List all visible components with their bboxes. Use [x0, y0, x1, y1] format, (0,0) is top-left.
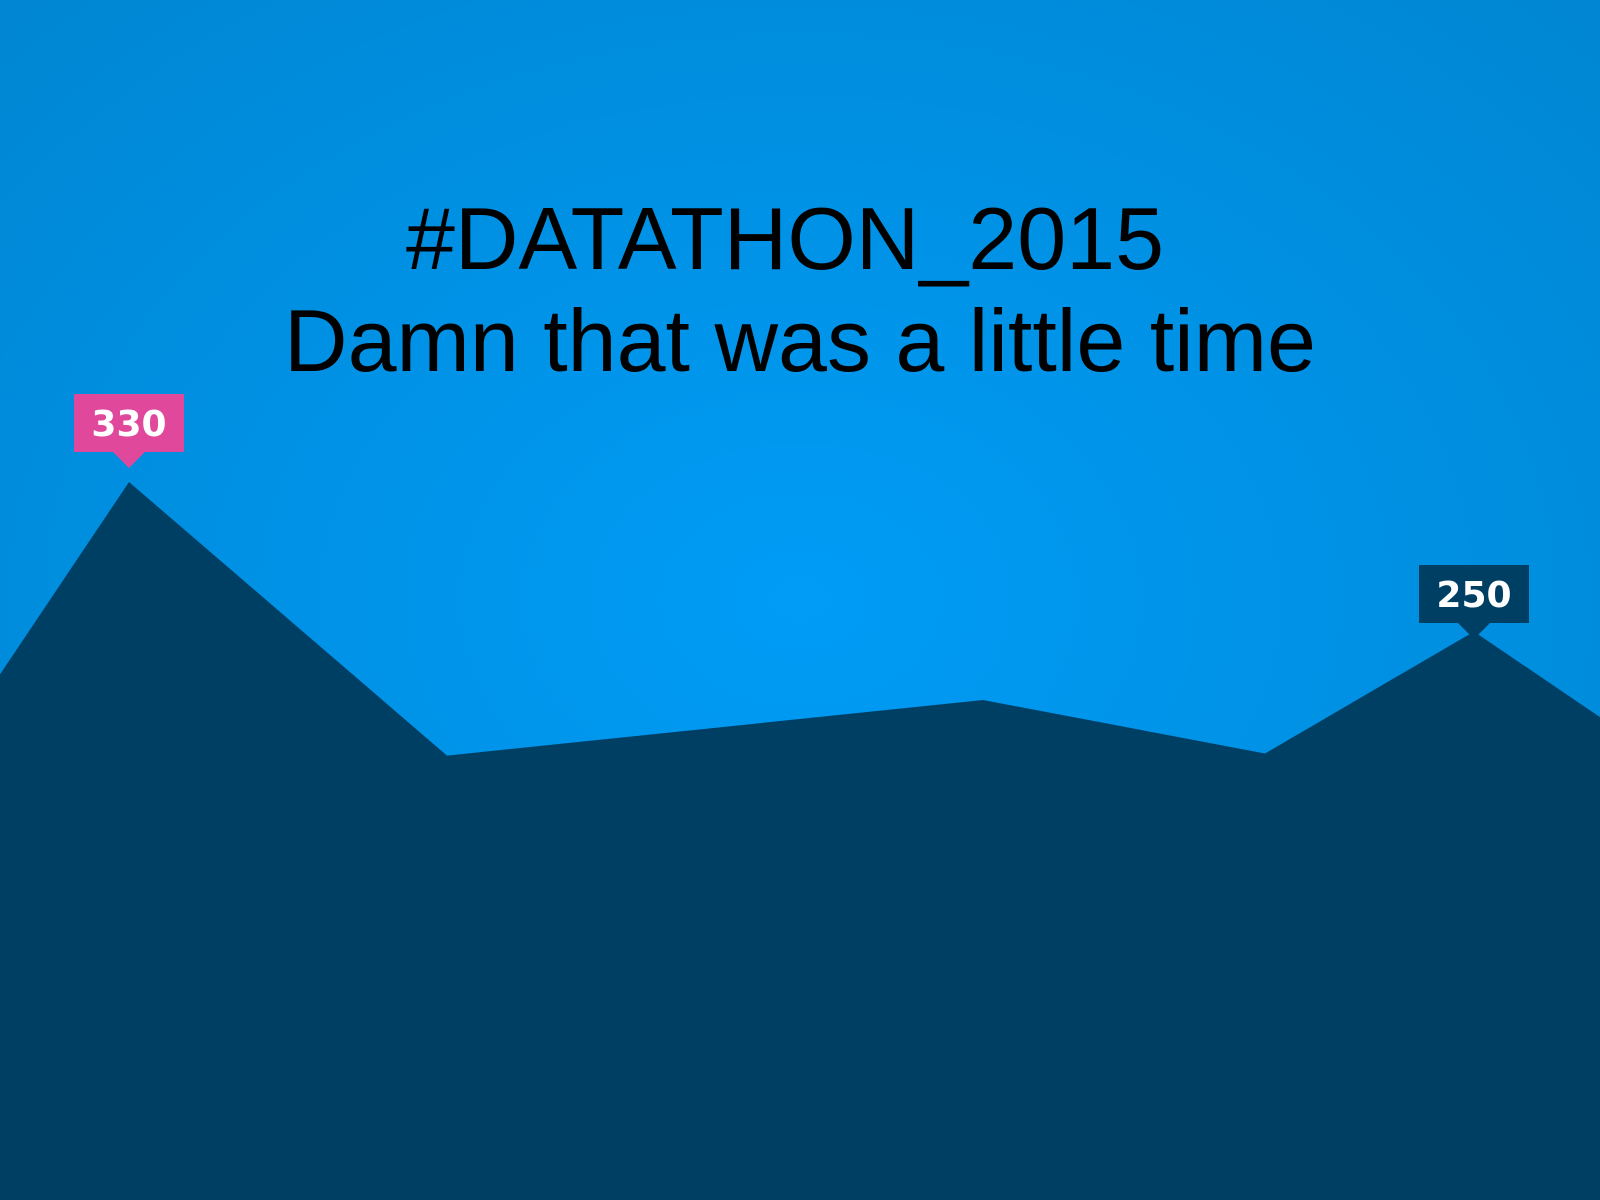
label-box [1419, 565, 1529, 623]
label-box [74, 394, 184, 452]
area-series [0, 482, 1600, 1200]
title-line-2: Damn that was a little time [284, 291, 1316, 390]
value-label-330: 330 [74, 394, 184, 468]
title-line-1: #DATATHON_2015 [405, 189, 1165, 288]
label-text: 250 [1436, 575, 1511, 616]
data-labels: 330 250 [74, 394, 1529, 639]
label-pointer [113, 452, 145, 468]
label-text: 330 [91, 404, 166, 445]
value-label-250: 250 [1419, 565, 1529, 639]
page-title: #DATATHON_2015 Damn that was a little ti… [0, 188, 1600, 392]
label-pointer [1458, 623, 1490, 639]
